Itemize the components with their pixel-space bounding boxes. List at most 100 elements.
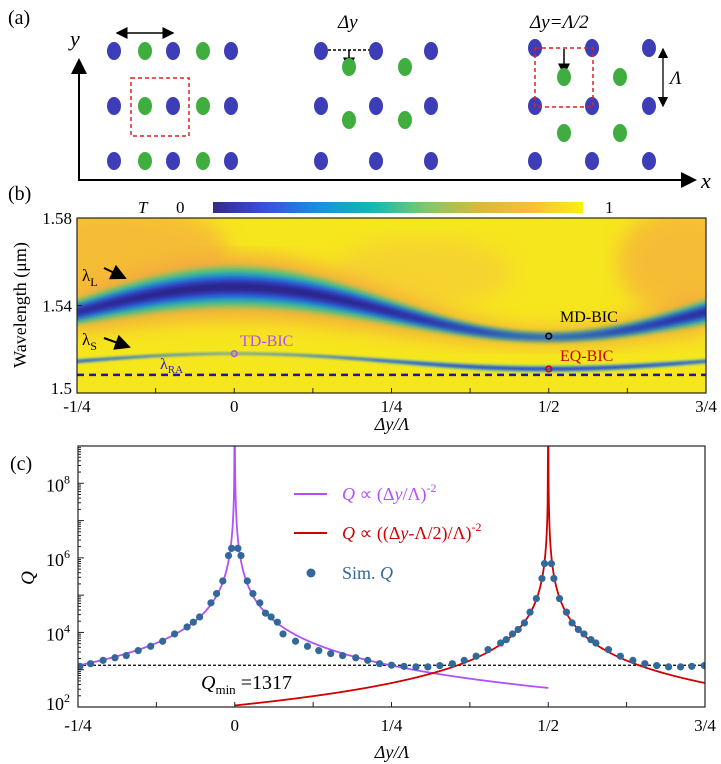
x-tick-label: 0: [230, 397, 239, 416]
eq-bic-label: EQ-BIC: [560, 348, 613, 365]
td-bic-marker: [230, 350, 238, 358]
sim-q-point: [574, 625, 582, 634]
sim-q-point: [547, 560, 555, 568]
green-particle: [557, 68, 571, 86]
sim-q-point: [327, 650, 335, 658]
heatmap-orange-region: [617, 218, 706, 317]
panel-a-label: (a): [8, 7, 30, 29]
sim-q-point: [256, 599, 264, 607]
blue-particle: [107, 152, 121, 170]
legend: Q ∝ (Δy/Λ)-2 Q ∝ ((Δy-Λ/2)/Λ)-2 Sim. Q: [294, 481, 482, 583]
sim-q-point: [219, 577, 227, 585]
y-tick-label: 1.54: [42, 297, 72, 316]
lambda-l-band-inner: [77, 276, 706, 339]
sim-q-point: [538, 574, 546, 583]
lattice-diagrams: [107, 39, 656, 170]
sim-q-point: [303, 642, 312, 650]
sim-q-point: [448, 660, 456, 668]
q-factor-plot: [78, 446, 705, 707]
sim-q-point: [207, 599, 215, 607]
sim-q-point: [550, 574, 558, 583]
sim-q-point: [189, 618, 197, 626]
sim-q-point: [249, 589, 257, 598]
sim-q-point: [267, 613, 275, 621]
sim-q-point: [400, 662, 408, 670]
green-particle: [196, 152, 210, 170]
sim-q-point: [540, 560, 549, 568]
blue-particle: [166, 42, 180, 60]
sim-q-point: [159, 637, 167, 645]
plot-c-ylabel: Q: [18, 571, 39, 585]
blue-particle: [166, 152, 180, 170]
lambda-s-band-core: [77, 353, 706, 371]
unit-cell-box-3: [534, 47, 594, 108]
green-particle: [138, 97, 152, 115]
lambda-l-band-core: [77, 281, 706, 339]
td-bic-label: TD-BIC: [240, 333, 293, 350]
sim-q-point: [352, 654, 360, 662]
sim-q-point: [688, 662, 696, 670]
sim-q-point: [562, 608, 571, 616]
colorbar-title: T: [138, 198, 149, 217]
lambda-l-arrow: [103, 264, 127, 280]
sim-q-point: [616, 652, 624, 660]
x-tick-label: 1/2: [537, 716, 559, 735]
sim-q-point: [641, 660, 649, 668]
sim-q-point: [653, 661, 661, 670]
blue-particle: [642, 152, 656, 170]
y-tick-label: 102: [46, 691, 70, 714]
sim-q-point: [580, 630, 588, 638]
lambda-s-text: λS: [82, 330, 97, 353]
axis-y-label: y: [68, 26, 80, 51]
green-particle: [613, 124, 627, 142]
sim-q-point: [526, 608, 534, 616]
x-tick-label: 1/2: [538, 397, 560, 416]
blue-particle: [642, 39, 656, 57]
sim-q-point: [460, 656, 468, 664]
green-particle: [398, 58, 412, 76]
sim-q-point: [279, 630, 287, 638]
sim-q-point: [555, 594, 564, 603]
colorbar: [213, 202, 583, 213]
green-particle: [342, 58, 356, 76]
x-tick-label: 0: [231, 716, 240, 735]
sim-q-point: [99, 656, 107, 664]
sim-q-point: [291, 637, 300, 645]
sim-q-point: [502, 636, 510, 644]
sim-q-point: [196, 613, 204, 621]
blue-particle: [369, 152, 383, 170]
md-bic-marker: [545, 332, 553, 340]
unit-cell-box-1: [130, 77, 190, 137]
sim-q-point: [436, 661, 444, 670]
shift-label: Δy: [337, 12, 358, 33]
lambda-s-annotation: λS: [82, 330, 131, 353]
lambda-l-text: λL: [82, 266, 98, 289]
sim-q-point: [496, 639, 505, 647]
sim-q-point: [592, 639, 600, 647]
x-tick-label: 3/4: [695, 397, 717, 416]
blue-particle: [424, 42, 438, 60]
sim-q-point: [520, 619, 529, 627]
panel-c-label: (c): [10, 453, 32, 475]
blue-particle: [224, 97, 238, 115]
sim-q-point: [273, 618, 281, 626]
axis-x-label: x: [700, 168, 711, 193]
fit-line-1: [234, 446, 705, 707]
sim-q-point: [472, 652, 480, 660]
blue-particle: [369, 42, 383, 60]
green-particle: [342, 111, 356, 129]
blue-particle: [585, 152, 599, 170]
legend-sim-marker: [306, 568, 316, 578]
sim-q-point: [338, 651, 347, 660]
sim-q-point: [508, 630, 517, 638]
blue-particle: [107, 42, 121, 60]
sim-q-point: [375, 660, 384, 668]
q-min-label: Qmin =1317: [201, 672, 292, 697]
green-particle: [613, 68, 627, 86]
plot-b-xlabel: Δy/Λ: [374, 414, 410, 434]
sim-q-point: [665, 663, 673, 671]
x-tick-label: -1/4: [64, 716, 92, 735]
blue-particle: [314, 97, 328, 115]
sim-q-point: [134, 647, 142, 655]
sim-q-point: [568, 619, 576, 627]
